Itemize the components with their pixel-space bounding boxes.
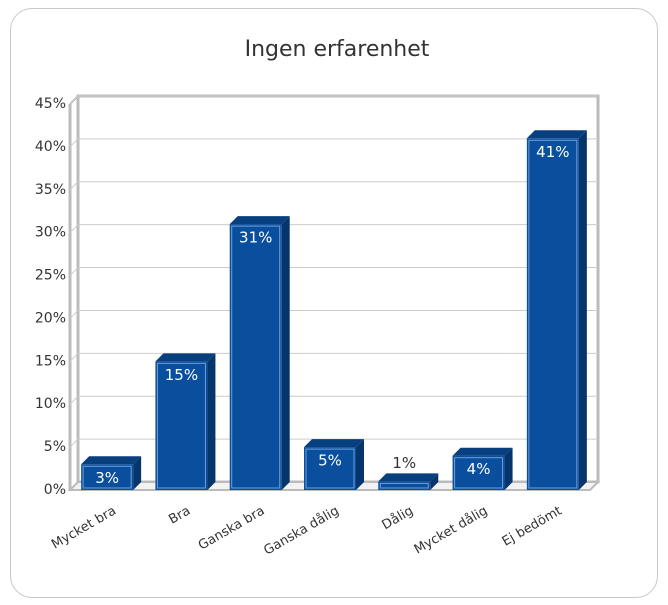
bar-highlight [379, 482, 429, 489]
grid-depth [69, 395, 79, 405]
value-label: 1% [392, 454, 416, 472]
bar-side [430, 473, 439, 490]
y-tick-label: 45% [35, 96, 66, 112]
bar [81, 464, 134, 490]
bar [155, 361, 208, 490]
bar [304, 447, 356, 490]
y-tick-label: 20% [35, 310, 66, 326]
grid-depth [69, 181, 79, 191]
x-tick-label: Ganska dålig [261, 504, 341, 559]
bar [452, 455, 505, 490]
bar-side [281, 216, 290, 491]
bar-top [304, 439, 364, 448]
bar [229, 224, 282, 491]
bar-highlight [454, 457, 504, 489]
bar-side [133, 456, 142, 490]
y-tick-label: 10% [35, 396, 66, 412]
value-label: 15% [165, 366, 198, 384]
x-tick-label: Mycket bra [49, 504, 119, 553]
grid-depth [69, 95, 79, 105]
x-tick-label: Bra [166, 504, 193, 528]
bar-top [81, 456, 142, 465]
value-label: 4% [467, 460, 491, 478]
grid-depth [69, 438, 79, 448]
bar [526, 138, 579, 491]
bar-highlight [528, 139, 578, 489]
grid-depth [69, 138, 79, 148]
bar-highlight [305, 448, 355, 489]
value-label: 3% [95, 469, 119, 487]
y-tick-label: 30% [35, 225, 66, 241]
y-tick-label: 25% [35, 268, 66, 284]
chart-title: Ingen erfarenhet [245, 37, 430, 62]
bar-highlight [82, 465, 132, 489]
y-tick-label: 40% [35, 139, 66, 155]
bar-side [504, 447, 513, 490]
value-label: 31% [239, 229, 272, 247]
bar-highlight [231, 225, 281, 489]
bar-top [229, 216, 290, 225]
bar-side [578, 130, 587, 491]
bar [378, 481, 431, 490]
bar-top [155, 353, 216, 362]
bar-top [378, 473, 439, 482]
value-label: 41% [536, 143, 569, 161]
y-tick-label: 0% [44, 482, 66, 498]
bar-top [452, 447, 513, 456]
grid-depth [69, 224, 79, 234]
y-tick-label: 5% [44, 439, 66, 455]
x-tick-label: Ej bedömt [500, 504, 565, 550]
y-tick-label: 35% [35, 182, 66, 198]
bar-side [356, 439, 364, 490]
x-tick-label: Ganska bra [196, 504, 268, 554]
grid-depth [69, 310, 79, 319]
bar-top [526, 130, 587, 139]
bar-highlight [156, 362, 206, 489]
y-tick-label: 15% [35, 353, 66, 369]
grid-depth [69, 352, 79, 362]
value-label: 5% [318, 452, 342, 470]
bar-side [207, 353, 216, 490]
x-tick-label: Dålig [380, 504, 416, 534]
grid-depth [69, 267, 79, 276]
x-tick-label: Mycket dålig [412, 504, 491, 558]
chart-card [10, 8, 658, 598]
